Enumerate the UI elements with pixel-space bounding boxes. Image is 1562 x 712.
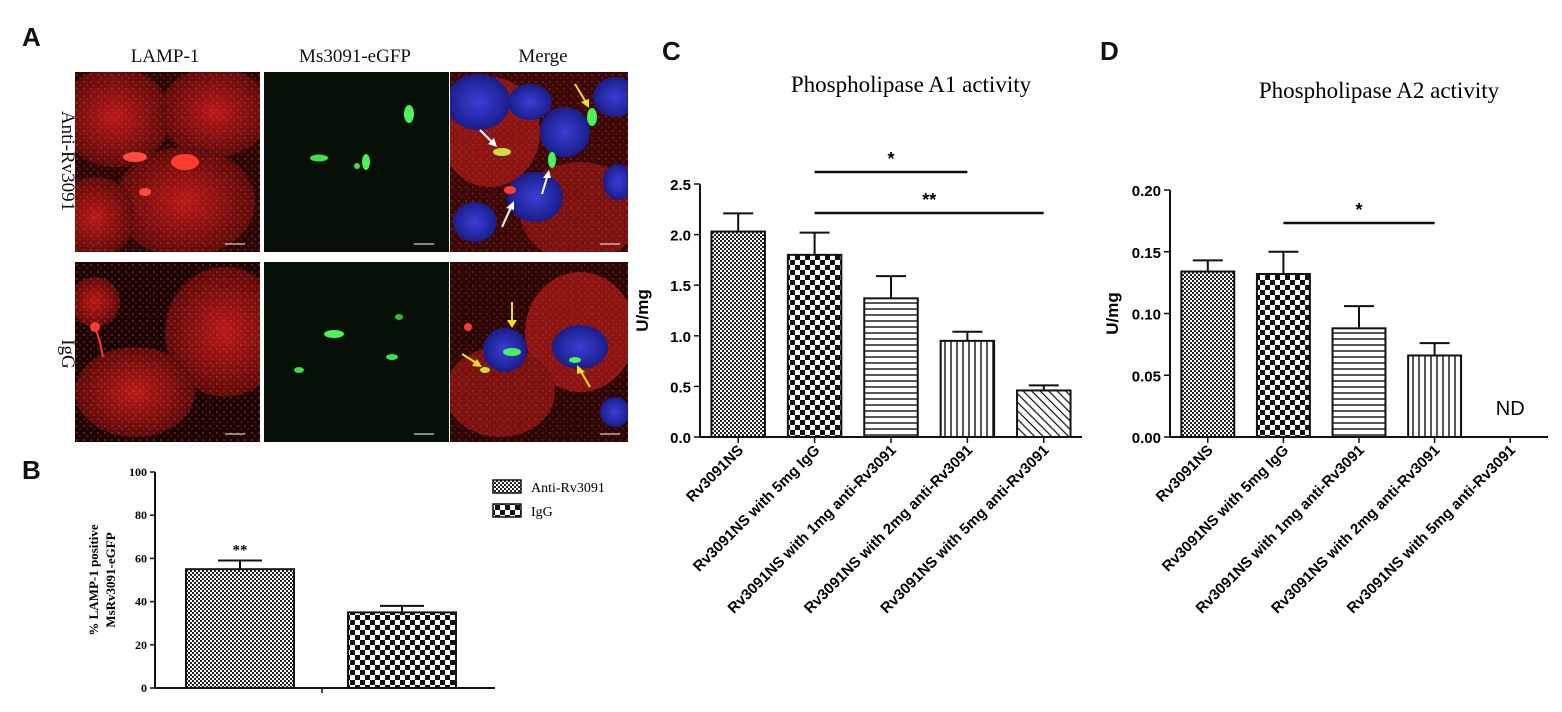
xtick-label-D: Rv3091NS <box>1153 442 1217 506</box>
column-title-lamp1: LAMP-1 <box>130 46 200 67</box>
ytick-label-D: 0.20 <box>1132 183 1161 200</box>
chart-title-D: Phospholipase A2 activity <box>1259 78 1500 103</box>
significance-mark-C: * <box>887 149 894 169</box>
legend-swatch-b <box>492 503 522 518</box>
bar-D <box>1255 272 1311 439</box>
bar-D <box>1331 327 1387 439</box>
significance-b: ** <box>233 543 248 559</box>
legend-swatch-b <box>492 479 522 494</box>
bar-C <box>786 253 843 438</box>
micrograph-igg-lamp1 <box>75 262 260 442</box>
ylabel-C: U/mg <box>633 289 652 332</box>
ytick-label-C: 2.5 <box>670 177 691 194</box>
ytick-label-b: 60 <box>135 551 147 565</box>
ytick-label-C: 1.5 <box>670 278 691 295</box>
ytick-label-D: 0.05 <box>1132 368 1161 385</box>
bar-b <box>347 611 457 690</box>
xtick-label-D: Rv3091NS with 5mg IgG <box>1159 442 1292 575</box>
ytick-label-b: 40 <box>135 595 147 609</box>
legend-label-b: IgG <box>531 505 553 520</box>
bar-C <box>710 230 766 438</box>
ylabel-b: % LAMP-1 positive MsRv3091-eGFP <box>86 524 118 635</box>
value-label-D: ND <box>1496 398 1525 420</box>
xtick-label-D: Rv3091NS with 2mg anti-Rv3091 <box>1268 442 1443 617</box>
panel-label-d: D <box>1100 36 1119 66</box>
micrograph-anti-rv3091-lamp1 <box>75 72 260 252</box>
column-title-merge: Merge <box>518 46 568 67</box>
column-title-ms3091-egfp: Ms3091-eGFP <box>299 46 411 67</box>
bar-D <box>1180 270 1236 439</box>
bar-C <box>1016 389 1072 438</box>
xtick-label-D: Rv3091NS with 5mg anti-Rv3091 <box>1344 442 1519 617</box>
significance-mark-C: ** <box>922 190 936 210</box>
micrograph-anti-rv3091-gfp <box>264 72 449 252</box>
xtick-label-D: Rv3091NS with 1mg anti-Rv3091 <box>1193 442 1368 617</box>
micrograph-igg-gfp <box>264 262 449 442</box>
ytick-label-C: 1.0 <box>670 329 691 346</box>
panel-label-c: C <box>662 36 681 66</box>
ytick-label-b: 0 <box>141 681 147 695</box>
ylabel-line-b: MsRv3091-eGFP <box>103 532 118 627</box>
ytick-label-C: 0.0 <box>670 430 691 447</box>
panel-label-a: A <box>22 22 41 52</box>
ytick-label-D: 0.10 <box>1132 307 1161 324</box>
legend-label-b: Anti-Rv3091 <box>531 481 605 496</box>
ytick-label-D: 0.15 <box>1132 245 1161 262</box>
bar-b <box>185 568 295 690</box>
micrograph-igg-merge <box>450 262 635 442</box>
significance-mark-D: * <box>1355 200 1362 220</box>
chart-title-C: Phospholipase A1 activity <box>791 72 1032 97</box>
bar-C <box>939 339 996 438</box>
ytick-label-b: 100 <box>129 465 147 479</box>
ylabel-line-b: % LAMP-1 positive <box>86 524 101 635</box>
ytick-label-b: 20 <box>135 638 147 652</box>
ytick-label-C: 0.5 <box>670 379 691 396</box>
micrograph-anti-rv3091-merge <box>450 72 635 252</box>
panel-label-b: B <box>22 455 41 485</box>
ylabel-D: U/mg <box>1103 292 1122 335</box>
ytick-label-D: 0.00 <box>1132 430 1161 447</box>
ytick-label-C: 2.0 <box>670 228 691 245</box>
ytick-label-b: 80 <box>135 508 147 522</box>
bar-D <box>1407 354 1463 438</box>
